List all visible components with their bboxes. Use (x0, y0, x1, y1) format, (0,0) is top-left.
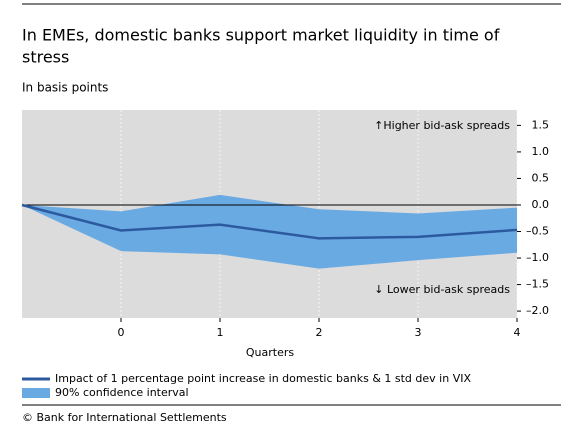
line (21, 203, 518, 240)
y-tick-label: 1.0 (532, 145, 550, 158)
x-tick-label: 2 (316, 326, 323, 339)
annotation: ↑Higher bid-ask spreads (374, 119, 510, 132)
source: © Bank for International Settlements (22, 411, 227, 424)
y-tick-label: 0.0 (532, 198, 550, 211)
x-tick-label: 0 (118, 326, 125, 339)
chart-title: stress (22, 48, 69, 67)
annotation: ↓ Lower bid-ask spreads (374, 283, 510, 296)
legend-label: Impact of 1 percentage point increase in… (55, 372, 471, 385)
x-tick-label: 3 (415, 326, 422, 339)
legend-label: 90% confidence interval (55, 386, 189, 399)
chart-subtitle: In basis points (22, 81, 108, 95)
chart-title: In EMEs, domestic banks support market l… (22, 26, 500, 45)
x-axis-label: Quarters (246, 346, 294, 359)
x-tick-label: 1 (217, 326, 224, 339)
y-tick-label: 0.5 (532, 171, 550, 184)
y-tick-label: –1.0 (526, 251, 549, 264)
y-tick-label: –0.5 (526, 225, 549, 238)
legend-swatch (22, 388, 50, 398)
x-tick-label: 4 (514, 326, 521, 339)
y-tick-label: –2.0 (526, 304, 549, 317)
y-tick-label: 1.5 (532, 118, 550, 131)
y-tick-label: –1.5 (526, 278, 549, 291)
